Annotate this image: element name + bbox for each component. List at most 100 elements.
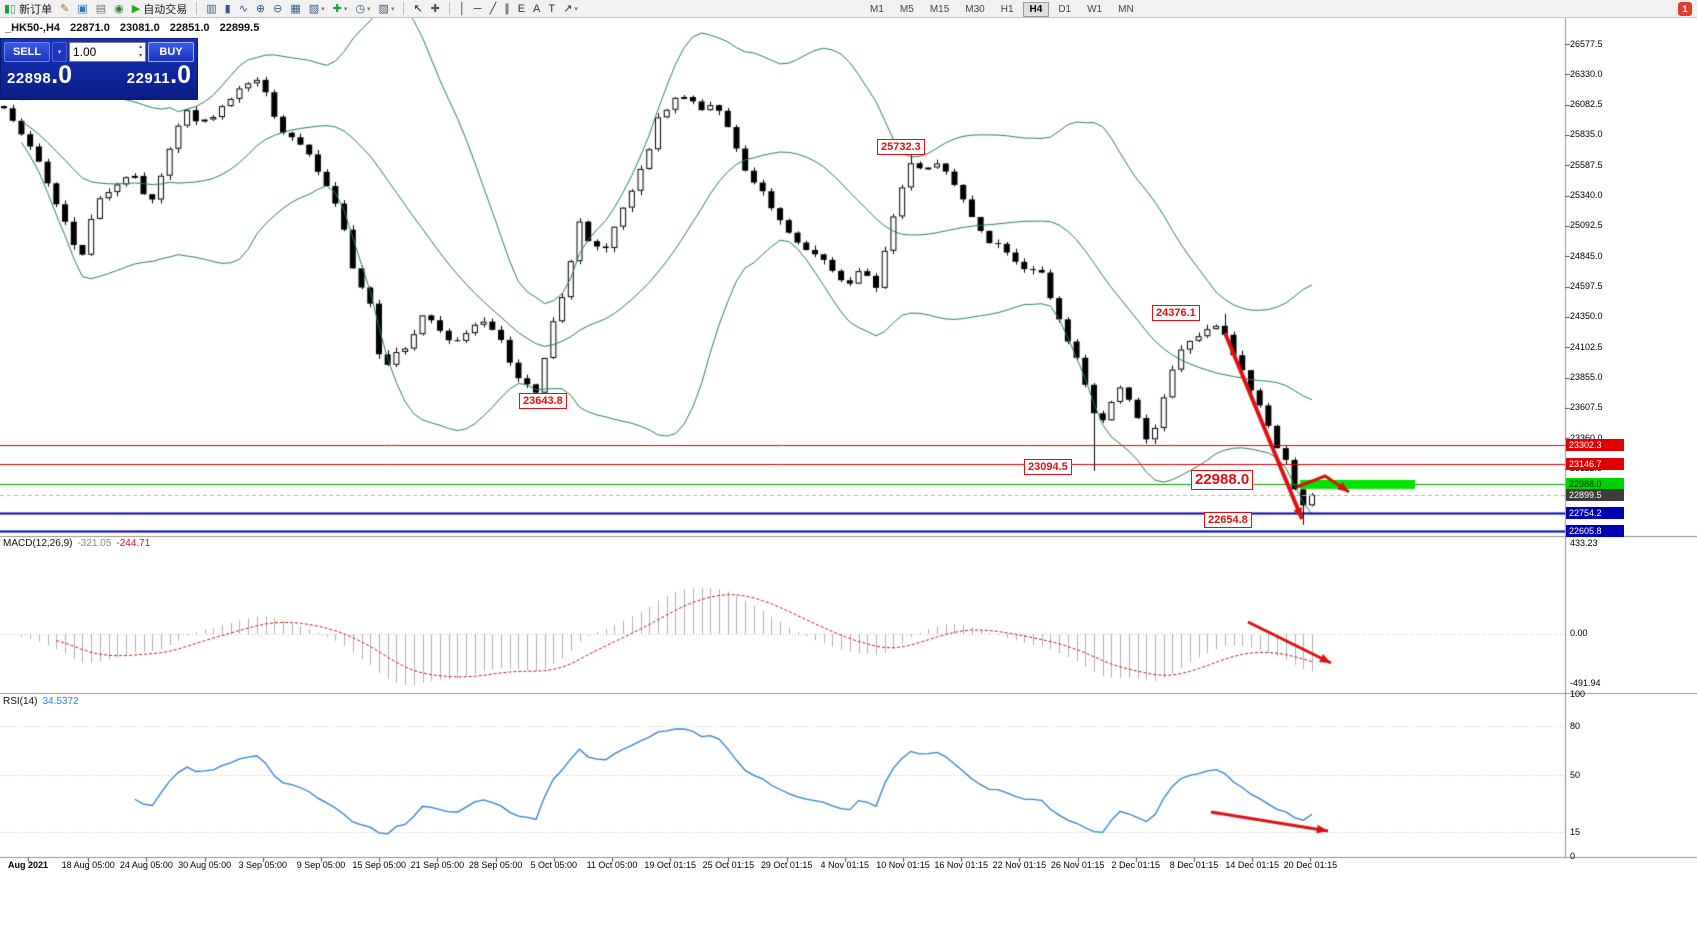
horizontal-line-button[interactable]: ─ — [471, 1, 485, 17]
autotrade-icon: ▶ — [131, 2, 141, 15]
price-callout-annotation[interactable]: 22654.8 — [1204, 512, 1252, 528]
price-tick-label: 25835.0 — [1570, 129, 1603, 140]
symbol-period-label: _HK50-,H4 — [5, 22, 61, 34]
price-line-tag: 23302.3 — [1566, 439, 1624, 452]
price-callout-annotation[interactable]: 23643.8 — [519, 393, 567, 409]
zoom-in-icon: ⊕ — [255, 2, 266, 15]
time-axis-label: 26 Nov 01:15 — [1050, 860, 1105, 870]
timeframe-h4-button[interactable]: H4 — [1022, 1, 1050, 17]
timeframe-m30-button[interactable]: M30 — [965, 3, 985, 15]
rsi-title: RSI(14) — [3, 696, 38, 707]
symbol-ohlc-info: _HK50-,H4 22871.0 23081.0 22851.0 22899.… — [5, 22, 259, 34]
printer-icon-button[interactable]: ▤ — [93, 1, 109, 17]
line-chart-icon: ∿ — [238, 2, 248, 15]
crosshair-icon: ✚ — [430, 2, 440, 15]
vertical-line-button[interactable]: │ — [456, 1, 469, 17]
compass-icon-button[interactable]: ✎ — [57, 1, 72, 17]
label-button[interactable]: T — [545, 1, 558, 17]
time-axis-label: 8 Dec 01:15 — [1169, 860, 1219, 870]
fibonacci-button[interactable]: E — [515, 1, 528, 17]
timeframe-m5-button[interactable]: M5 — [899, 3, 914, 15]
timeframe-m1-button[interactable]: M1 — [870, 3, 884, 15]
toolbar-group-cursor-tools: ↖ ✚ — [409, 0, 443, 18]
time-axis-label: 19 Oct 01:15 — [644, 860, 696, 870]
macd-title: MACD(12,26,9) — [3, 538, 73, 549]
time-axis-label: 25 Oct 01:15 — [702, 860, 755, 870]
arrows-button[interactable]: ↗ ▾ — [560, 1, 581, 17]
price-tick-label: 24350.0 — [1570, 311, 1603, 322]
time-axis-label: 5 Oct 05:00 — [530, 860, 578, 870]
time-axis-label: 28 Sep 05:00 — [468, 860, 523, 870]
zoom-out-button[interactable]: ⊖ — [270, 1, 285, 17]
lot-size-input[interactable] — [70, 45, 137, 59]
crosshair-button[interactable]: ✚ — [428, 1, 443, 17]
text-icon: A — [533, 2, 541, 15]
new-chart-button[interactable]: ▧ ▾ — [306, 1, 328, 17]
palette-icon-button[interactable]: ▣ — [74, 1, 90, 17]
dropdown-arrow-icon: ▾ — [343, 5, 348, 13]
dropdown-arrow-icon: ▾ — [574, 5, 578, 13]
time-axis: Aug 2021 18 Aug 05:00 24 Aug 05:00 30 Aug 0… — [0, 860, 1697, 874]
periods-icon: ◷ — [355, 2, 366, 15]
price-tick-label: 25587.5 — [1570, 159, 1603, 170]
periods-button[interactable]: ◷ ▾ — [352, 1, 373, 17]
dropdown-arrow-icon: ▾ — [367, 5, 371, 13]
time-axis-label: 11 Oct 05:00 — [586, 860, 638, 870]
time-axis-label: 4 Nov 01:15 — [820, 860, 870, 870]
time-axis-label: 16 Nov 01:15 — [934, 860, 988, 870]
time-axis-label: 9 Sep 05:00 — [296, 860, 346, 870]
price-tick-label: 23855.0 — [1570, 372, 1603, 383]
preview-icon-button[interactable]: ◉ — [111, 1, 127, 17]
lot-spinner[interactable]: ▴ ▾ — [136, 43, 145, 61]
spinner-down-icon[interactable]: ▾ — [139, 53, 143, 59]
bar-chart-button[interactable]: ▥ — [203, 1, 219, 17]
channel-button[interactable]: ∥ — [501, 1, 513, 17]
time-axis-label: 20 Dec 01:15 — [1283, 860, 1338, 870]
timeframe-d1-button[interactable]: D1 — [1058, 3, 1072, 15]
horizontal-line-icon: ─ — [473, 2, 482, 15]
order-type-dropdown[interactable]: ▾ — [52, 42, 67, 62]
macd-main-value: -321.05 — [77, 538, 112, 549]
tile-windows-button[interactable]: ▦ — [287, 1, 303, 17]
indicators-button[interactable]: ✚ ▾ — [330, 1, 351, 17]
new-order-button[interactable]: ▮▯ 新订单 — [1, 1, 55, 17]
templates-icon: ▨ — [378, 2, 389, 15]
toolbar-group-chart-tools: ▥ ▮ ∿ ⊕ ⊖ ▦ ▧ ▾ ✚ ▾ ◷ ▾ ▨ ▾ — [202, 0, 398, 18]
price-callout-annotation[interactable]: 22988.0 — [1191, 470, 1254, 490]
toolbar-separator — [403, 2, 405, 15]
timeframe-w1-button[interactable]: W1 — [1087, 3, 1103, 15]
text-button[interactable]: A — [530, 1, 543, 17]
palette-icon-icon: ▣ — [77, 2, 88, 15]
timeframe-m15-button[interactable]: M15 — [929, 3, 950, 15]
timeframe-mn-button[interactable]: MN — [1118, 3, 1134, 15]
fibonacci-icon: E — [517, 2, 526, 15]
lot-size-field: ▴ ▾ — [69, 42, 146, 62]
tile-windows-icon: ▦ — [290, 2, 301, 15]
timeframe-h1-button[interactable]: H1 — [1000, 3, 1014, 15]
trade-prices-row: 22898.0 22911.0 — [4, 63, 194, 88]
macd-indicator-label: MACD(12,26,9) -321.05 -244.71 — [3, 538, 150, 549]
macd-axis-value: 0.00 — [1570, 628, 1588, 638]
alert-badge[interactable]: 1 — [1678, 2, 1692, 16]
time-axis-label: 15 Sep 05:00 — [352, 860, 406, 870]
price-callout-annotation[interactable]: 25732.3 — [877, 139, 925, 155]
trendline-button[interactable]: ╱ — [487, 1, 500, 17]
macd-axis-value: -491.94 — [1570, 678, 1601, 688]
price-tick-label: 26577.5 — [1570, 38, 1603, 49]
line-chart-button[interactable]: ∿ — [236, 1, 251, 17]
templates-button[interactable]: ▨ ▾ — [376, 1, 398, 17]
toolbar: ▮▯ 新订单 ✎ ▣ ▤ ◉ ▶ 自动交易 ▥ ▮ ∿ ⊕ ⊖ ▦ ▧ ▾ ✚ ▾ ◷ ▾ ▨ ▾ ↖ ✚ │ ─ ╱ ∥ E A T… — [0, 0, 1697, 18]
price-callout-annotation[interactable]: 23094.5 — [1024, 459, 1072, 475]
buy-button[interactable]: BUY — [148, 42, 194, 62]
zoom-in-button[interactable]: ⊕ — [253, 1, 268, 17]
cursor-button[interactable]: ↖ — [410, 1, 425, 17]
rsi-axis-value: 50 — [1570, 770, 1581, 780]
candlestick-button[interactable]: ▮ — [222, 1, 234, 17]
sell-button[interactable]: SELL — [4, 42, 50, 62]
price-callout-annotation[interactable]: 24376.1 — [1152, 305, 1200, 321]
autotrade-button-label: 自动交易 — [143, 3, 188, 16]
spinner-up-icon[interactable]: ▴ — [139, 44, 143, 50]
autotrade-button[interactable]: ▶ 自动交易 — [129, 1, 190, 17]
